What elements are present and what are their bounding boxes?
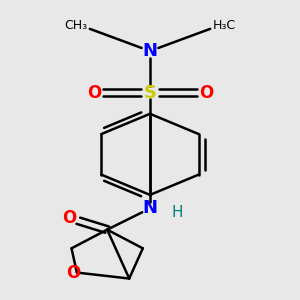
Text: N: N — [142, 42, 158, 60]
Text: O: O — [66, 264, 80, 282]
Text: O: O — [63, 209, 77, 227]
Text: H₃C: H₃C — [213, 20, 236, 32]
Text: N: N — [142, 200, 158, 217]
Text: CH₃: CH₃ — [64, 20, 87, 32]
Text: O: O — [87, 84, 101, 102]
Text: O: O — [199, 84, 213, 102]
Text: S: S — [143, 84, 157, 102]
Text: H: H — [171, 205, 182, 220]
